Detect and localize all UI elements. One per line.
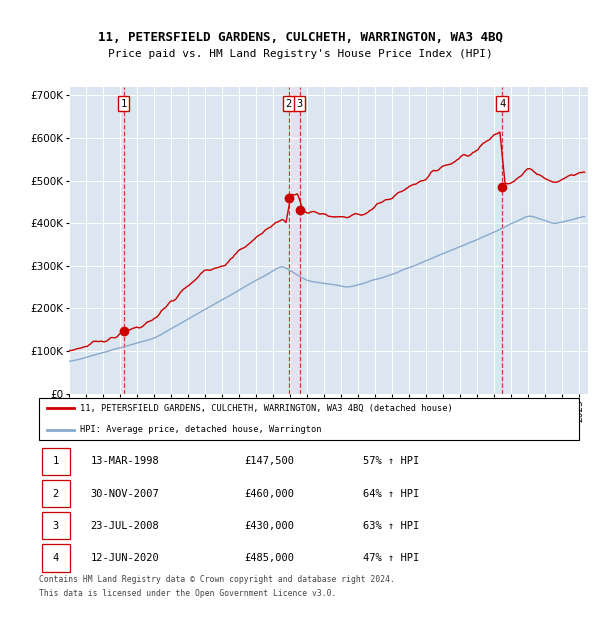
Text: 11, PETERSFIELD GARDENS, CULCHETH, WARRINGTON, WA3 4BQ (detached house): 11, PETERSFIELD GARDENS, CULCHETH, WARRI… bbox=[79, 404, 452, 413]
Text: 2: 2 bbox=[286, 99, 292, 109]
Text: 11, PETERSFIELD GARDENS, CULCHETH, WARRINGTON, WA3 4BQ: 11, PETERSFIELD GARDENS, CULCHETH, WARRI… bbox=[97, 31, 503, 43]
Bar bbox=[42, 448, 70, 475]
Text: Price paid vs. HM Land Registry's House Price Index (HPI): Price paid vs. HM Land Registry's House … bbox=[107, 49, 493, 59]
Text: 2: 2 bbox=[53, 489, 59, 498]
Text: This data is licensed under the Open Government Licence v3.0.: This data is licensed under the Open Gov… bbox=[39, 589, 337, 598]
Text: 57% ↑ HPI: 57% ↑ HPI bbox=[363, 456, 419, 466]
Text: 12-JUN-2020: 12-JUN-2020 bbox=[90, 553, 159, 563]
Text: 1: 1 bbox=[53, 456, 59, 466]
Text: Contains HM Land Registry data © Crown copyright and database right 2024.: Contains HM Land Registry data © Crown c… bbox=[39, 575, 395, 585]
Text: 1: 1 bbox=[121, 99, 127, 109]
Text: 47% ↑ HPI: 47% ↑ HPI bbox=[363, 553, 419, 563]
Text: 3: 3 bbox=[53, 521, 59, 531]
Text: 63% ↑ HPI: 63% ↑ HPI bbox=[363, 521, 419, 531]
Bar bbox=[42, 480, 70, 507]
Bar bbox=[42, 512, 70, 539]
Text: 13-MAR-1998: 13-MAR-1998 bbox=[90, 456, 159, 466]
Bar bbox=[42, 544, 70, 572]
Text: HPI: Average price, detached house, Warrington: HPI: Average price, detached house, Warr… bbox=[79, 425, 321, 434]
Text: 64% ↑ HPI: 64% ↑ HPI bbox=[363, 489, 419, 498]
Text: 30-NOV-2007: 30-NOV-2007 bbox=[90, 489, 159, 498]
Text: 23-JUL-2008: 23-JUL-2008 bbox=[90, 521, 159, 531]
Text: 3: 3 bbox=[296, 99, 302, 109]
Text: £430,000: £430,000 bbox=[244, 521, 294, 531]
Text: £460,000: £460,000 bbox=[244, 489, 294, 498]
Text: £485,000: £485,000 bbox=[244, 553, 294, 563]
Text: 4: 4 bbox=[499, 99, 505, 109]
Text: £147,500: £147,500 bbox=[244, 456, 294, 466]
Text: 4: 4 bbox=[53, 553, 59, 563]
